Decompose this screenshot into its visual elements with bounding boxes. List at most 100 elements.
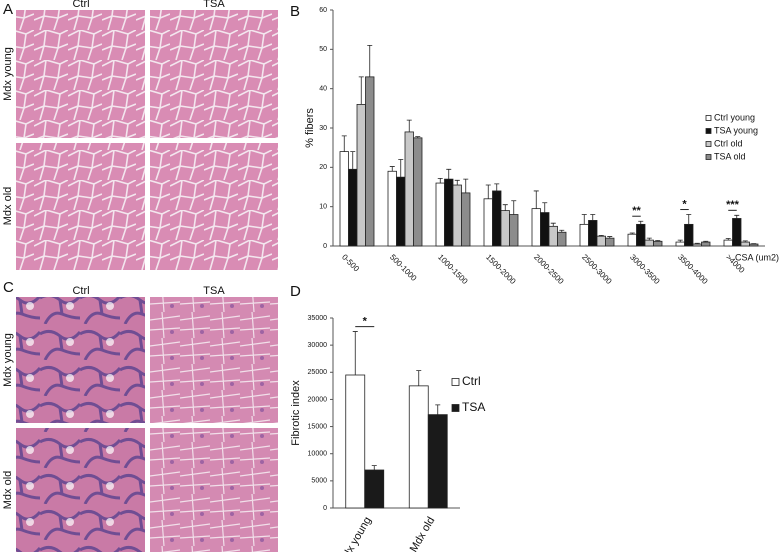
error-bar [703, 240, 709, 243]
error-bar [550, 222, 556, 227]
error-bar [463, 178, 469, 193]
bar [404, 131, 414, 247]
bar [579, 223, 589, 247]
significance-label: * [682, 198, 687, 210]
x-axis-label: CSA (um2) [735, 252, 779, 262]
row-label: Mdx young [2, 47, 14, 101]
histology-image [16, 297, 145, 423]
y-tick-label: 10 [319, 204, 327, 211]
bar [636, 223, 646, 247]
bar [492, 190, 502, 247]
error-bar [559, 229, 565, 233]
error-bar [494, 183, 500, 191]
error-bar [607, 236, 613, 239]
error-bar [435, 404, 441, 415]
bar [408, 385, 429, 509]
significance-label: ** [632, 205, 641, 217]
bar [461, 192, 471, 247]
bar [701, 241, 711, 247]
error-bar [542, 202, 548, 213]
legend-swatch [451, 404, 460, 412]
error-bar [533, 190, 539, 209]
error-bar [502, 204, 508, 211]
bar [345, 374, 366, 509]
histology-image [16, 428, 145, 552]
x-tick-label: 500-1000 [388, 253, 419, 284]
row-label: Mdx old [2, 187, 14, 226]
y-tick-label: 15000 [308, 423, 328, 430]
error-bar [590, 214, 596, 221]
bar [548, 225, 558, 247]
y-tick-label: 0 [323, 243, 327, 250]
row-label: Mdx old [2, 471, 14, 510]
error-bar [454, 179, 460, 186]
bar [644, 239, 654, 247]
bar [339, 151, 349, 247]
bar [740, 241, 750, 247]
panel-label: B [290, 3, 300, 20]
y-tick-label: 30 [319, 125, 327, 132]
column-label: Ctrl [72, 0, 89, 10]
error-bar [655, 240, 661, 242]
y-tick-label: 20 [319, 164, 327, 171]
error-bar [677, 239, 683, 243]
y-tick-label: 30000 [308, 342, 328, 349]
histology-image [16, 10, 145, 138]
error-bar [638, 220, 644, 225]
error-bar [742, 240, 748, 243]
row-label: Mdx young [2, 333, 14, 387]
x-tick-label: 3000-3500 [628, 253, 662, 287]
panel-label: D [290, 283, 301, 300]
bar [413, 137, 423, 247]
error-bar [341, 135, 347, 152]
legend-label: Ctrl [462, 374, 481, 388]
bar [732, 218, 742, 247]
bar [531, 208, 541, 247]
bar [364, 469, 385, 509]
legend-swatch [705, 115, 712, 121]
error-bar [389, 166, 395, 172]
error-bar [511, 200, 517, 215]
bar [723, 239, 733, 247]
bar [588, 220, 598, 247]
error-bar [598, 234, 604, 237]
legend-swatch [451, 378, 460, 386]
legend-label: TSA young [714, 125, 758, 135]
legend-label: TSA old [714, 151, 746, 161]
bar [365, 76, 375, 247]
error-bar [646, 237, 652, 241]
error-bar [485, 184, 491, 199]
legend-swatch [705, 154, 712, 160]
bar [396, 176, 406, 247]
bar [749, 243, 759, 247]
bar [483, 198, 493, 247]
y-tick-label: 10000 [308, 451, 328, 458]
histology-panel-a: A Ctrl TSA Mdx young Mdx old [2, 0, 278, 270]
y-tick-label: 20000 [308, 396, 328, 403]
x-tick-label: Mdx young [337, 515, 374, 552]
histology-image [16, 143, 145, 270]
y-tick-label: 5000 [311, 478, 327, 485]
bar [348, 168, 358, 247]
histology-image [150, 297, 278, 423]
bar [540, 212, 550, 247]
significance-label: *** [726, 199, 740, 211]
error-bar [406, 119, 412, 132]
error-bar [629, 232, 635, 235]
error-bar [371, 465, 377, 470]
bar [356, 104, 366, 247]
error-bar [352, 331, 358, 375]
error-bar [398, 159, 404, 178]
bar [596, 235, 606, 247]
histology-panel-c: C Ctrl TSA Mdx young Mdx old [2, 279, 278, 552]
x-tick-label: 3500-4000 [676, 253, 710, 287]
x-tick-label: 0-500 [340, 253, 361, 274]
legend-label: TSA [462, 400, 485, 414]
column-label: Ctrl [72, 285, 89, 297]
error-bar [437, 177, 443, 184]
y-tick-label: 0 [323, 505, 327, 512]
legend-label: Ctrl old [714, 138, 743, 148]
bar [692, 243, 702, 247]
error-bar [446, 168, 452, 180]
